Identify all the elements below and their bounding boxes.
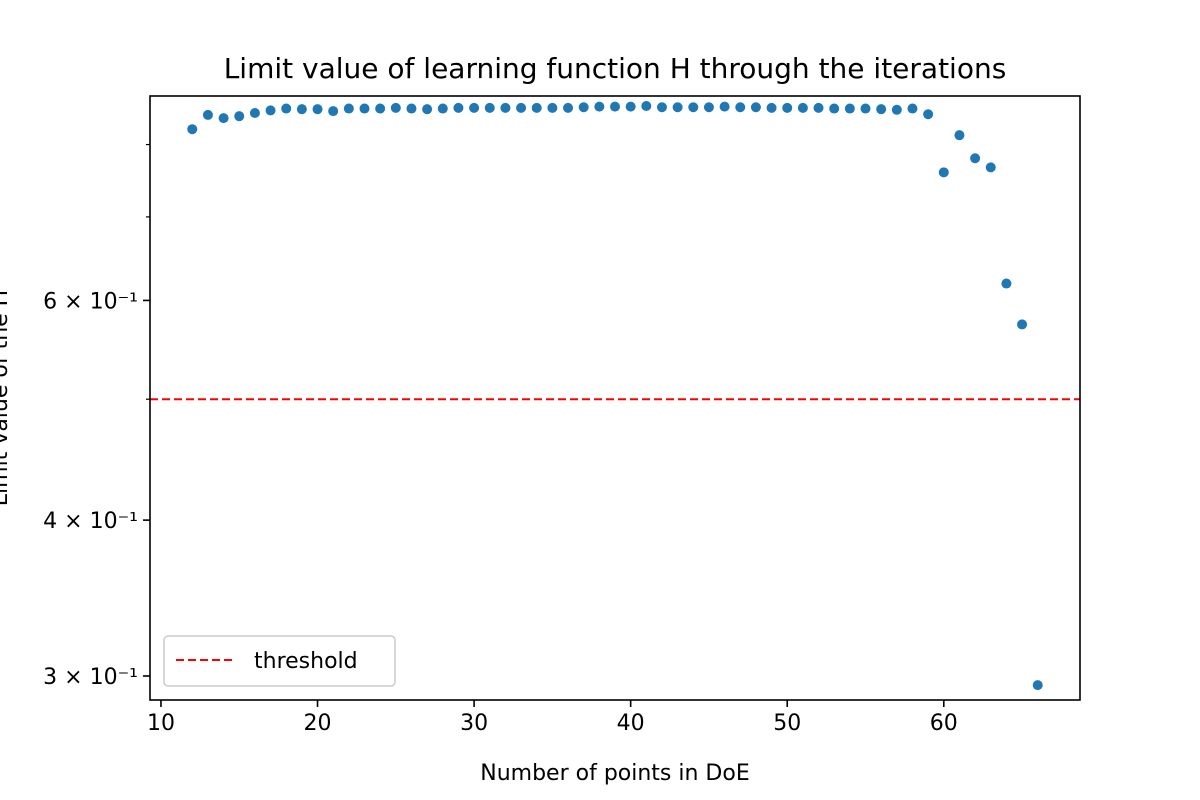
data-point (625, 101, 636, 112)
data-point (422, 104, 433, 115)
data-point (970, 153, 981, 164)
data-point (296, 104, 307, 115)
data-point (234, 111, 245, 122)
data-point (907, 103, 918, 114)
data-point (484, 102, 495, 113)
data-point (735, 102, 746, 113)
data-point (860, 103, 871, 114)
x-tick-label: 40 (617, 711, 645, 736)
data-point (985, 162, 996, 173)
data-point (187, 124, 198, 135)
data-point (453, 102, 464, 113)
data-point (938, 167, 949, 178)
data-point (469, 102, 480, 113)
y-axis-ticks: 3 × 10⁻¹ 4 × 10⁻¹ 6 × 10⁻¹ (43, 143, 150, 690)
data-point (516, 102, 527, 113)
y-tick-label: 3 × 10⁻¹ (43, 665, 138, 690)
data-point (641, 100, 652, 111)
data-point (813, 102, 824, 113)
data-point (844, 103, 855, 114)
data-point (782, 102, 793, 113)
data-point (876, 104, 887, 115)
data-point (703, 102, 714, 113)
data-point (312, 104, 323, 115)
data-point (594, 101, 605, 112)
legend: threshold (163, 635, 396, 687)
data-point (719, 101, 730, 112)
y-tick-label: 6 × 10⁻¹ (43, 289, 138, 314)
y-tick-label: 4 × 10⁻¹ (43, 509, 138, 534)
data-point (688, 102, 699, 113)
plot-frame (149, 95, 1081, 701)
data-point (390, 102, 401, 113)
data-point (343, 103, 354, 114)
x-axis-title: Number of points in DoE (480, 761, 749, 786)
data-point (750, 102, 761, 113)
legend-box (163, 635, 396, 687)
data-point (281, 103, 292, 114)
y-axis-title: Limit value of the H (0, 290, 13, 506)
x-tick-label: 10 (147, 711, 175, 736)
legend-threshold-label: threshold (254, 649, 358, 674)
data-points (187, 100, 1043, 691)
chart-title: Limit value of learning function H throu… (224, 52, 1007, 85)
x-axis-ticks: 10 20 30 40 50 60 (147, 700, 958, 736)
x-tick-label: 60 (930, 711, 958, 736)
data-point (265, 105, 276, 116)
data-point (923, 109, 934, 120)
data-point (656, 102, 667, 113)
data-point (500, 102, 511, 113)
data-point (672, 102, 683, 113)
data-point (202, 109, 213, 120)
data-point (531, 102, 542, 113)
data-point (578, 102, 589, 113)
data-point (249, 107, 260, 118)
data-point (797, 102, 808, 113)
data-point (766, 102, 777, 113)
data-point (954, 130, 965, 141)
data-point (610, 101, 620, 112)
data-point (375, 103, 386, 114)
data-point (891, 104, 902, 115)
data-point (1001, 278, 1012, 289)
data-point (328, 106, 339, 117)
data-point (547, 102, 558, 113)
data-point (359, 103, 370, 114)
data-point (437, 103, 448, 114)
x-tick-label: 20 (304, 711, 332, 736)
x-tick-label: 30 (460, 711, 488, 736)
data-point (218, 113, 229, 124)
data-point (1017, 319, 1028, 330)
data-point (406, 103, 417, 114)
data-point (829, 103, 840, 114)
data-point (1032, 680, 1043, 691)
x-tick-label: 50 (773, 711, 801, 736)
data-point (563, 102, 574, 113)
